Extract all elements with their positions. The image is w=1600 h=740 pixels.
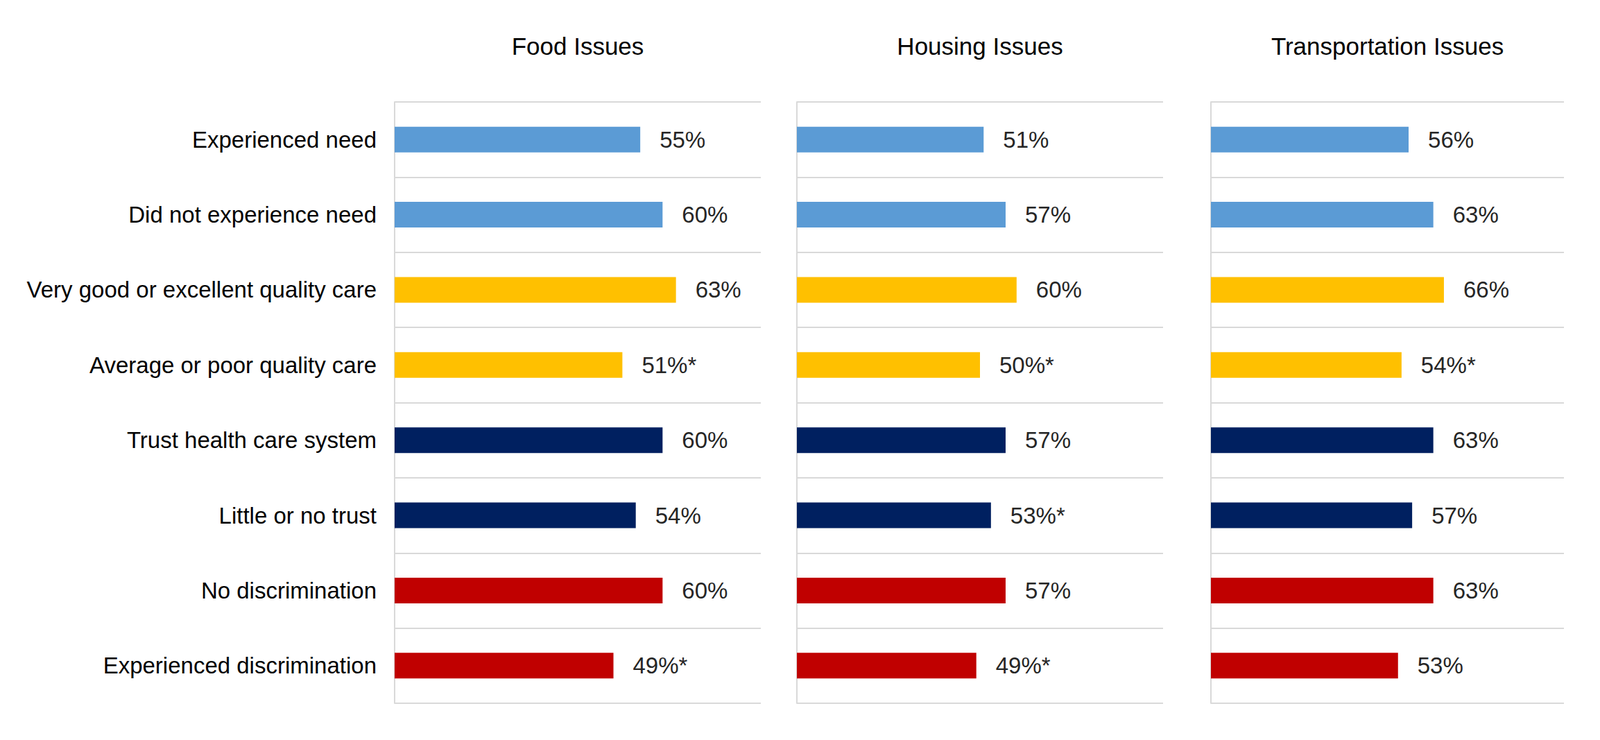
svg-text:Housing Issues: Housing Issues <box>896 32 1063 60</box>
svg-text:49%*: 49%* <box>995 652 1051 679</box>
svg-text:63%: 63% <box>695 276 742 303</box>
svg-text:66%: 66% <box>1463 276 1510 303</box>
svg-text:63%: 63% <box>1452 577 1499 604</box>
svg-text:54%*: 54%* <box>1421 352 1476 378</box>
svg-text:Very good or excellent quality: Very good or excellent quality care <box>27 276 377 303</box>
svg-text:56%: 56% <box>1428 126 1474 153</box>
svg-text:53%: 53% <box>1417 652 1464 679</box>
svg-text:53%*: 53%* <box>1010 502 1066 529</box>
svg-text:60%: 60% <box>681 201 728 228</box>
svg-text:63%: 63% <box>1452 201 1499 228</box>
svg-text:No discrimination: No discrimination <box>201 577 377 604</box>
svg-text:57%: 57% <box>1025 201 1071 228</box>
svg-text:51%*: 51%* <box>641 352 697 378</box>
svg-text:Food Issues: Food Issues <box>511 32 645 60</box>
svg-text:Transportation Issues: Transportation Issues <box>1271 32 1504 60</box>
svg-text:57%: 57% <box>1431 502 1478 529</box>
svg-text:Little or no trust: Little or no trust <box>219 502 377 529</box>
svg-text:60%: 60% <box>681 427 728 453</box>
svg-text:50%*: 50%* <box>999 352 1055 378</box>
svg-text:63%: 63% <box>1452 427 1499 453</box>
svg-text:Average or poor quality care: Average or poor quality care <box>89 352 377 378</box>
svg-text:60%: 60% <box>1036 276 1082 303</box>
svg-text:51%: 51% <box>1002 126 1049 153</box>
svg-text:Trust health care system: Trust health care system <box>126 427 377 453</box>
svg-text:57%: 57% <box>1025 427 1071 453</box>
svg-text:Did not experience need: Did not experience need <box>128 201 377 228</box>
svg-text:49%*: 49%* <box>633 652 688 679</box>
svg-text:Experienced need: Experienced need <box>192 126 377 153</box>
svg-text:60%: 60% <box>681 577 728 604</box>
svg-text:54%: 54% <box>655 502 702 529</box>
svg-text:Experienced discrimination: Experienced discrimination <box>103 652 377 679</box>
svg-text:57%: 57% <box>1025 577 1071 604</box>
svg-text:55%: 55% <box>659 126 706 153</box>
